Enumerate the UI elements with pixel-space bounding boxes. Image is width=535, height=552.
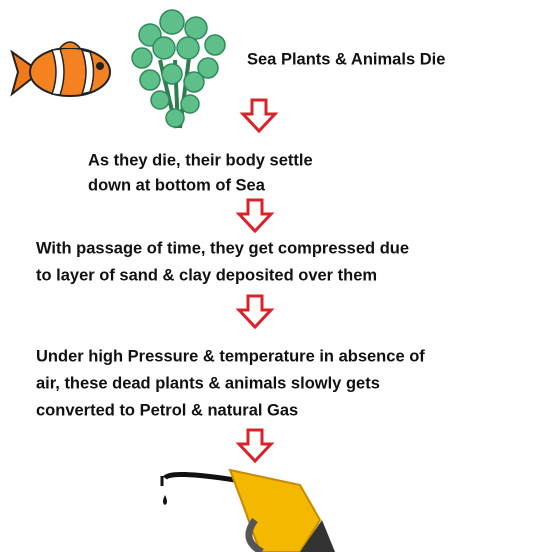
down-arrow xyxy=(239,200,271,231)
down-arrow xyxy=(239,430,271,461)
step-text: converted to Petrol & natural Gas xyxy=(36,401,298,419)
down-arrow xyxy=(243,100,275,131)
step-text: down at bottom of Sea xyxy=(88,176,266,194)
step-text: air, these dead plants & animals slowly … xyxy=(36,374,380,392)
step-text: Under high Pressure & temperature in abs… xyxy=(36,347,425,365)
step-text: to layer of sand & clay deposited over t… xyxy=(36,266,377,284)
fish-icon xyxy=(12,42,110,96)
step-text: With passage of time, they get compresse… xyxy=(36,239,409,257)
plant-icon xyxy=(132,10,225,128)
fuel-nozzle-icon xyxy=(162,470,335,552)
down-arrow xyxy=(239,296,271,327)
diagram: Sea Plants & Animals Die As they die, th… xyxy=(0,0,535,552)
step-text: Sea Plants & Animals Die xyxy=(247,50,445,68)
step-text: As they die, their body settle xyxy=(88,151,313,169)
